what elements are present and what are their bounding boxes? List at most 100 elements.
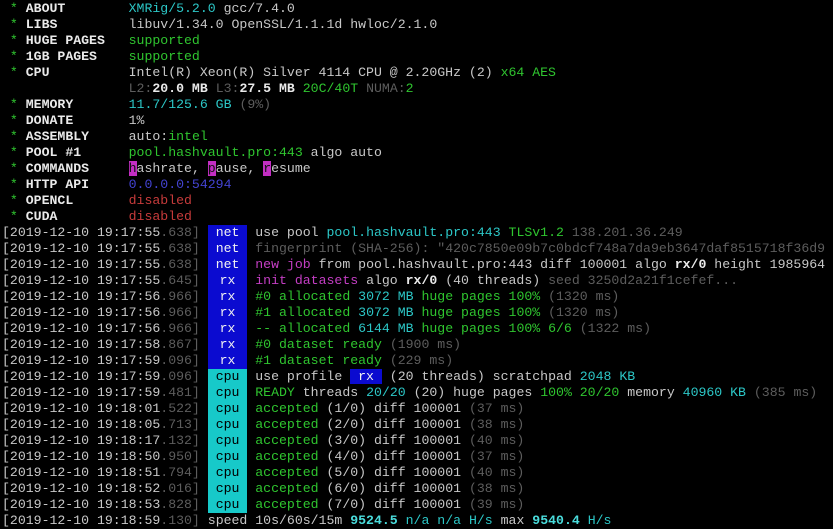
text-span: huge pages 100% [413, 305, 549, 320]
text-span: init datasets [255, 273, 359, 288]
log-tag-rx: rx [207, 305, 248, 321]
bullet-star: * [2, 113, 26, 128]
text-span: H/s [468, 513, 493, 528]
info-line: * DONATE 1% [2, 113, 833, 129]
log-line: [2019-12-10 19:17:56.966] rx #1 allocate… [2, 305, 833, 321]
spacer [200, 417, 208, 432]
log-timestamp: [2019-12-10 19:18:01 [2, 401, 161, 416]
info-line: * HUGE PAGES supported [2, 33, 833, 49]
text-span: (37 ms) [468, 449, 525, 464]
text-span: r [263, 161, 272, 176]
log-timestamp-ms: .867] [160, 337, 200, 352]
info-label: DONATE [25, 113, 74, 128]
text-span: 20.0 MB [152, 81, 208, 96]
info-label: HTTP API [25, 177, 90, 192]
log-timestamp: [2019-12-10 19:18:05 [2, 417, 161, 432]
text-span: (1322 ms) [579, 321, 651, 336]
text-span: seed 3250d2a21f1cefef... [548, 273, 739, 288]
text-span: new job [255, 257, 311, 272]
text-span: fingerprint (SHA-256): "420c7850e09b7c0b… [255, 241, 826, 256]
log-timestamp: [2019-12-10 19:18:17 [2, 433, 161, 448]
log-timestamp: [2019-12-10 19:18:52 [2, 481, 161, 496]
text-span: 0.0.0.0:54294 [128, 177, 232, 192]
info-label: ABOUT [25, 1, 66, 16]
text-span: disabled [128, 193, 192, 208]
text-span: accepted [255, 465, 319, 480]
text-span: 9540.4 [532, 513, 580, 528]
log-tag-rx: rx [207, 289, 248, 305]
log-timestamp: [2019-12-10 19:17:56 [2, 321, 161, 336]
info-label: ASSEMBLY [25, 129, 90, 144]
info-label: 1GB PAGES [25, 49, 97, 64]
spacer [200, 513, 208, 528]
text-span: (5/0) diff 100001 [318, 465, 469, 480]
text-span: p [207, 161, 216, 176]
log-line: [2019-12-10 19:17:58.867] rx #0 dataset … [2, 337, 833, 353]
text-span: huge pages 100% 6/6 [413, 321, 580, 336]
text-span: ause, [215, 161, 264, 176]
spacer [200, 225, 208, 240]
log-timestamp-ms: .130] [160, 513, 200, 528]
log-line: [2019-12-10 19:17:55.645] rx init datase… [2, 273, 833, 289]
spacer [200, 353, 208, 368]
info-label: POOL #1 [25, 145, 82, 160]
text-span [501, 225, 509, 240]
text-span: TLSv1.2 [508, 225, 564, 240]
log-tag-cpu: cpu [207, 401, 248, 417]
info-line: * LIBS libuv/1.34.0 OpenSSL/1.1.1d hwloc/… [2, 17, 833, 33]
bullet-star: * [2, 177, 26, 192]
text-span: intel [168, 129, 208, 144]
text-span: (229 ms) [389, 353, 454, 368]
log-timestamp-ms: .950] [160, 449, 200, 464]
log-tag-cpu: cpu [207, 385, 248, 401]
log-timestamp: [2019-12-10 19:17:59 [2, 385, 161, 400]
text-span: (385 ms) [753, 385, 818, 400]
spacer [200, 321, 208, 336]
text-span [208, 81, 216, 96]
log-timestamp-ms: .794] [160, 465, 200, 480]
text-span: rx [350, 369, 382, 384]
spacer [200, 401, 208, 416]
bullet-star: * [2, 49, 26, 64]
text-span: #1 allocated [255, 305, 359, 320]
log-timestamp-ms: .638] [160, 225, 200, 240]
text-span: from pool.hashvault.pro:443 diff 100001 … [310, 257, 675, 272]
log-tag-rx: rx [207, 337, 248, 353]
text-span: libuv/1.34.0 OpenSSL/1.1.1d hwloc/2.1.0 [128, 17, 438, 32]
info-line: * ABOUT XMRig/5.2.0 gcc/7.4.0 [2, 1, 833, 17]
text-span [461, 513, 469, 528]
log-timestamp: [2019-12-10 19:18:51 [2, 465, 161, 480]
info-label: LIBS [25, 17, 58, 32]
log-timestamp-ms: .828] [160, 497, 200, 512]
log-line: [2019-12-10 19:17:55.638] net fingerprin… [2, 241, 833, 257]
text-span: (1900 ms) [389, 337, 462, 352]
text-span: accepted [255, 481, 319, 496]
text-span [564, 225, 572, 240]
text-span: NUMA: [366, 81, 406, 96]
text-span: 20/20 [366, 385, 406, 400]
info-label: HUGE PAGES [25, 33, 105, 48]
text-span: 138.201.36.249 [571, 225, 683, 240]
text-span: x64 AES [500, 65, 556, 80]
spacer [200, 305, 208, 320]
text-span: disabled [128, 209, 192, 224]
log-timestamp: [2019-12-10 19:17:55 [2, 257, 161, 272]
text-span: (40 ms) [468, 433, 525, 448]
log-tag-net: net [207, 257, 248, 273]
text-span: -- allocated [255, 321, 359, 336]
text-span: n/a n/a [405, 513, 462, 528]
log-timestamp-ms: .132] [160, 433, 200, 448]
text-span: 9524.5 [350, 513, 398, 528]
log-line: [2019-12-10 19:17:59.096] cpu use profil… [2, 369, 833, 385]
log-timestamp: [2019-12-10 19:18:50 [2, 449, 161, 464]
log-line: [2019-12-10 19:17:55.638] net new job fr… [2, 257, 833, 273]
log-timestamp: [2019-12-10 19:17:55 [2, 273, 161, 288]
info-label: CPU [25, 65, 50, 80]
text-span: (3/0) diff 100001 [318, 433, 469, 448]
bullet-star: * [2, 161, 26, 176]
text-span: XMRig/5.2.0 [128, 1, 216, 16]
log-tag-rx: rx [207, 353, 248, 369]
text-span: pool.hashvault.pro:443 [128, 145, 303, 160]
log-tag-net: net [207, 241, 248, 257]
log-timestamp-ms: .713] [160, 417, 200, 432]
